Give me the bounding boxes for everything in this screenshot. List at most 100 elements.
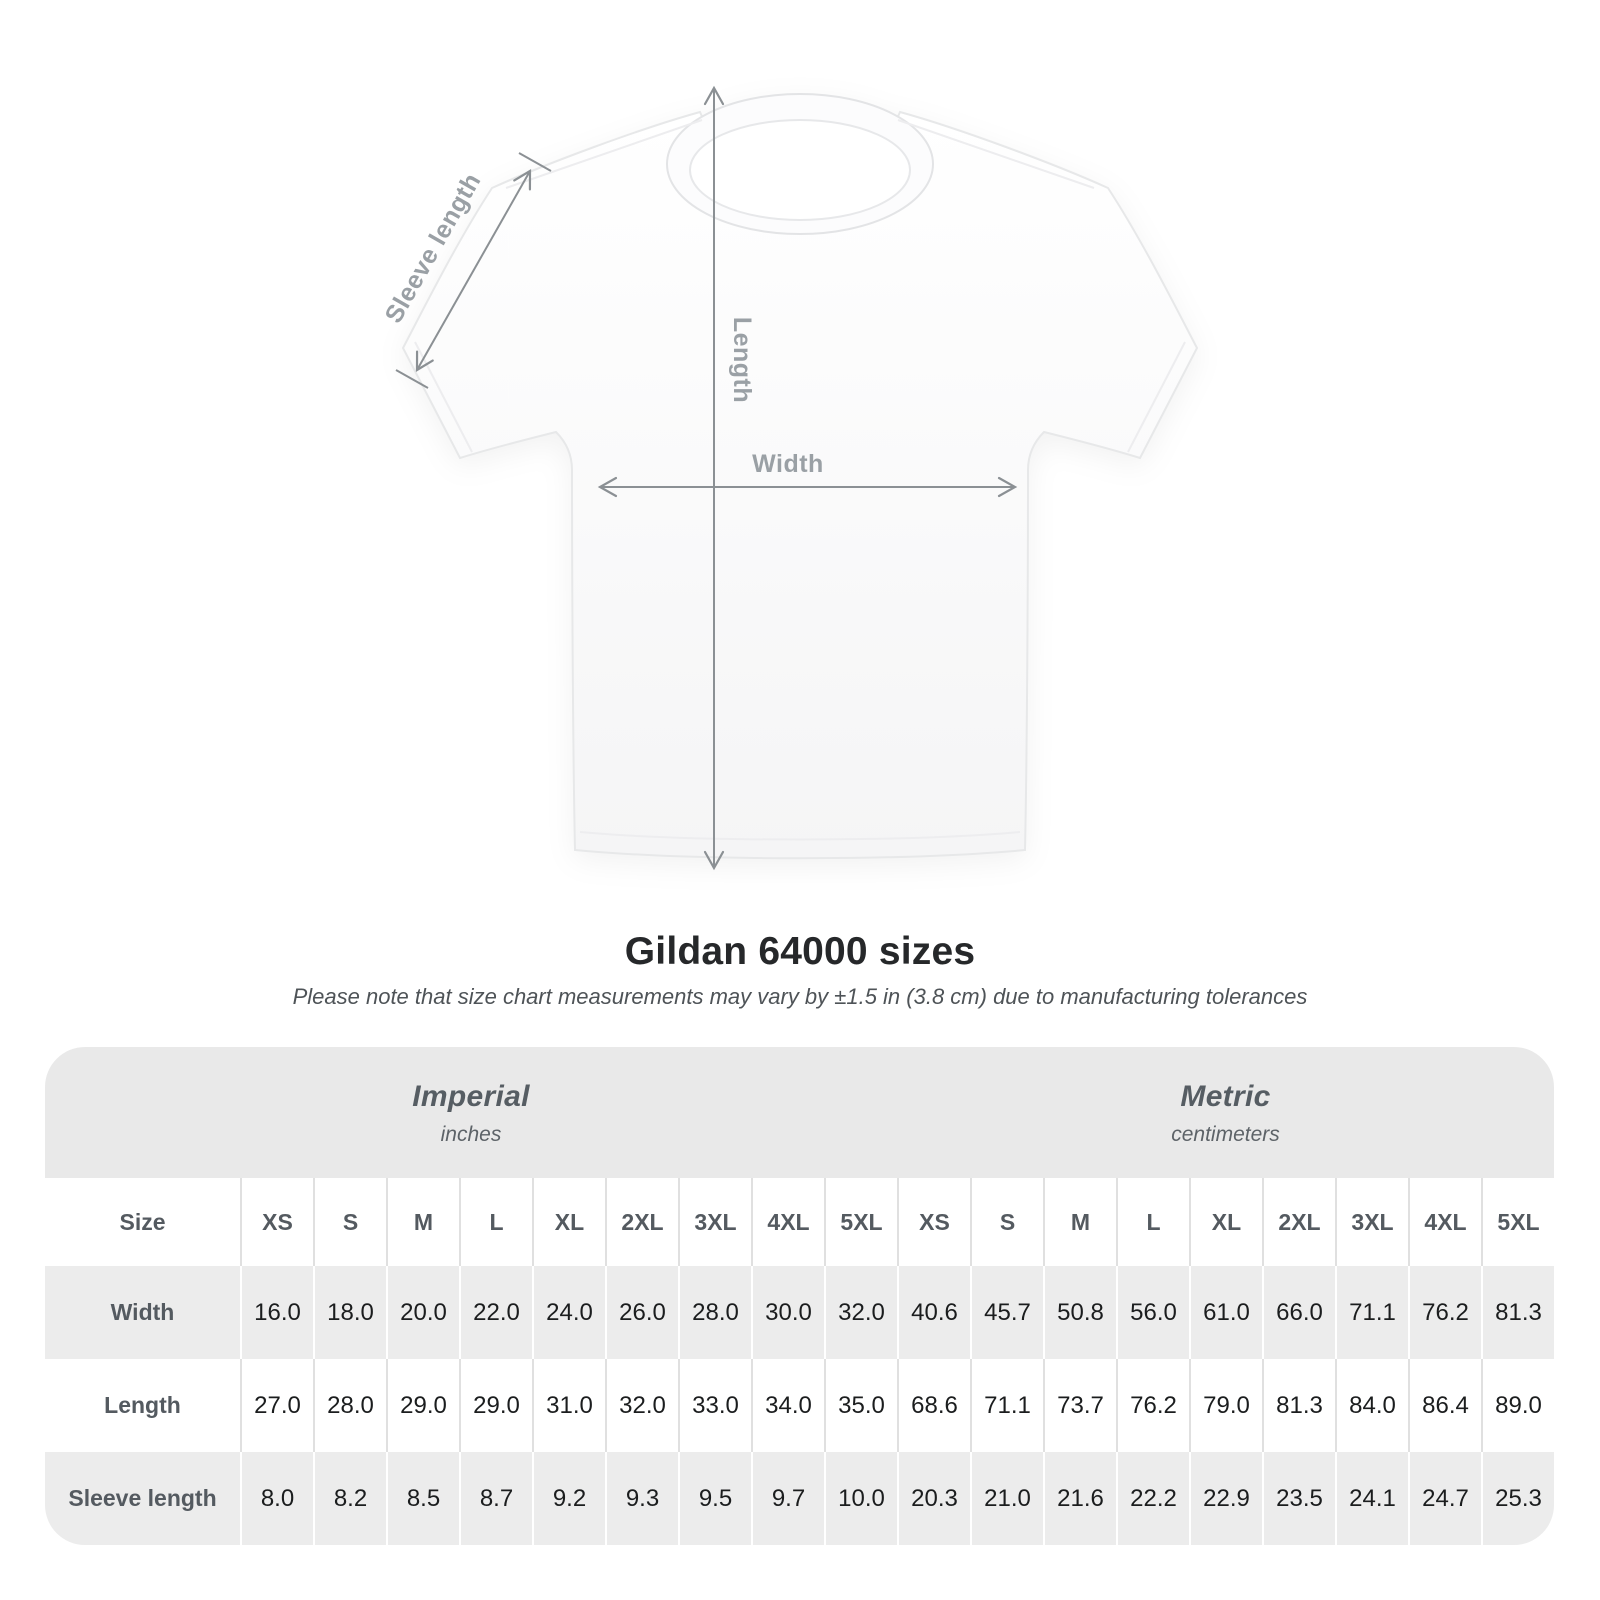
- chart-title: Gildan 64000 sizes: [624, 930, 976, 973]
- row-label: Sleeve length: [68, 1485, 217, 1511]
- table-body: Width 16.0 18.0 20.0 22.0 24.0 26.0 28.0 30.0 32.…: [45, 1266, 1554, 1545]
- value-cell: 29.0: [386, 1359, 459, 1452]
- value-cell: 61.0: [1189, 1266, 1262, 1359]
- value-cell: 66.0: [1262, 1266, 1335, 1359]
- cuff-seam-right: [1127, 341, 1186, 453]
- value-cell: 50.8: [1043, 1266, 1116, 1359]
- value-cell: 76.2: [1408, 1266, 1481, 1359]
- value-cell: 21.0: [970, 1452, 1043, 1545]
- sleeve-arrow-end-tick-bottom: [395, 369, 429, 389]
- sleeve-arrow-end-tick-top: [518, 152, 552, 172]
- value-cell: 8.7: [459, 1452, 532, 1545]
- size-header-imperial-s: S: [313, 1178, 386, 1266]
- row-label: Width: [110, 1299, 175, 1325]
- size-header-metric-4xl: 4XL: [1408, 1178, 1481, 1266]
- value-cell: 86.4: [1408, 1359, 1481, 1452]
- measurement-row-width: Width 16.0 18.0 20.0 22.0 24.0 26.0 28.0 30.0 32.…: [45, 1266, 1554, 1359]
- size-header-imperial-l: L: [459, 1178, 532, 1266]
- value-cell: 81.3: [1262, 1359, 1335, 1452]
- value-cell: 9.2: [532, 1452, 605, 1545]
- value-cell: 31.0: [532, 1359, 605, 1452]
- value-cell: 8.2: [313, 1452, 386, 1545]
- value-cell: 23.5: [1262, 1452, 1335, 1545]
- unit-group-imperial: Imperial inches: [45, 1047, 897, 1178]
- value-cell: 89.0: [1481, 1359, 1554, 1452]
- value-cell: 32.0: [605, 1359, 678, 1452]
- metric-sublabel: centimeters: [1171, 1123, 1280, 1146]
- size-header-imperial-5xl: 5XL: [824, 1178, 897, 1266]
- shoulder-seam-right: [897, 119, 1095, 189]
- size-header-metric-l: L: [1116, 1178, 1189, 1266]
- value-cell: 20.0: [386, 1266, 459, 1359]
- tolerance-note: Please note that size chart measurements…: [292, 984, 1308, 1009]
- size-header-imperial-4xl: 4XL: [751, 1178, 824, 1266]
- value-cell: 8.0: [240, 1452, 313, 1545]
- value-cell: 35.0: [824, 1359, 897, 1452]
- value-cell: 24.0: [532, 1266, 605, 1359]
- unit-group-metric: Metric centimeters: [897, 1047, 1554, 1178]
- size-header-imperial-xs: XS: [240, 1178, 313, 1266]
- value-cell: 25.3: [1481, 1452, 1554, 1545]
- size-corner-header: Size: [119, 1208, 166, 1235]
- size-header-metric-xs: XS: [897, 1178, 970, 1266]
- value-cell: 40.6: [897, 1266, 970, 1359]
- unit-band: Imperial inches Metric centimeters: [45, 1047, 1554, 1178]
- sleeve-length-arrow: [415, 169, 532, 372]
- width-label: Width: [752, 450, 824, 478]
- value-cell: 28.0: [313, 1359, 386, 1452]
- value-cell: 56.0: [1116, 1266, 1189, 1359]
- value-cell: 21.6: [1043, 1452, 1116, 1545]
- size-header-metric-3xl: 3XL: [1335, 1178, 1408, 1266]
- value-cell: 71.1: [970, 1359, 1043, 1452]
- size-table: Imperial inches Metric centimeters Size …: [45, 1047, 1554, 1545]
- value-cell: 79.0: [1189, 1359, 1262, 1452]
- value-cell: 28.0: [678, 1266, 751, 1359]
- size-header-imperial-2xl: 2XL: [605, 1178, 678, 1266]
- size-header-imperial-xl: XL: [532, 1178, 605, 1266]
- size-header-row: Size XS S M L XL 2XL 3XL 4XL 5XL XS S M L XL 2XL 3XL 4XL…: [45, 1178, 1554, 1266]
- value-cell: 30.0: [751, 1266, 824, 1359]
- size-header-metric-s: S: [970, 1178, 1043, 1266]
- size-header-metric-m: M: [1043, 1178, 1116, 1266]
- value-cell: 22.0: [459, 1266, 532, 1359]
- shoulder-seam-left: [505, 119, 703, 189]
- value-cell: 26.0: [605, 1266, 678, 1359]
- value-cell: 71.1: [1335, 1266, 1408, 1359]
- heading-block: Gildan 64000 sizes Please note that size…: [0, 930, 1600, 1011]
- value-cell: 22.9: [1189, 1452, 1262, 1545]
- tshirt-diagram-svg: Sleeve length Length Width: [379, 85, 1199, 871]
- measurement-row-length: Length 27.0 28.0 29.0 29.0 31.0 32.0 33.0 34.0 35…: [45, 1359, 1554, 1452]
- value-cell: 9.5: [678, 1452, 751, 1545]
- value-cell: 20.3: [897, 1452, 970, 1545]
- value-cell: 24.7: [1408, 1452, 1481, 1545]
- value-cell: 68.6: [897, 1359, 970, 1452]
- size-header-metric-5xl: 5XL: [1481, 1178, 1554, 1266]
- value-cell: 16.0: [240, 1266, 313, 1359]
- hem-seam: [579, 831, 1021, 841]
- value-cell: 81.3: [1481, 1266, 1554, 1359]
- value-cell: 22.2: [1116, 1452, 1189, 1545]
- value-cell: 32.0: [824, 1266, 897, 1359]
- collar-inner: [689, 119, 911, 221]
- tshirt-size-diagram: Sleeve length Length Width: [330, 60, 1270, 890]
- size-header-imperial-3xl: 3XL: [678, 1178, 751, 1266]
- metric-label: Metric: [1180, 1080, 1271, 1113]
- value-cell: 45.7: [970, 1266, 1043, 1359]
- value-cell: 10.0: [824, 1452, 897, 1545]
- size-header-metric-2xl: 2XL: [1262, 1178, 1335, 1266]
- value-cell: 33.0: [678, 1359, 751, 1452]
- value-cell: 9.7: [751, 1452, 824, 1545]
- value-cell: 24.1: [1335, 1452, 1408, 1545]
- value-cell: 8.5: [386, 1452, 459, 1545]
- length-label: Length: [728, 317, 756, 403]
- value-cell: 29.0: [459, 1359, 532, 1452]
- value-cell: 27.0: [240, 1359, 313, 1452]
- value-cell: 18.0: [313, 1266, 386, 1359]
- measurement-row-sleeve-length: Sleeve length 8.0 8.2 8.5 8.7 9.2 9.3 9.5 9.7 10.…: [45, 1452, 1554, 1545]
- value-cell: 84.0: [1335, 1359, 1408, 1452]
- value-cell: 76.2: [1116, 1359, 1189, 1452]
- row-label: Length: [104, 1392, 181, 1418]
- value-cell: 73.7: [1043, 1359, 1116, 1452]
- imperial-sublabel: inches: [440, 1123, 502, 1146]
- size-header-imperial-m: M: [386, 1178, 459, 1266]
